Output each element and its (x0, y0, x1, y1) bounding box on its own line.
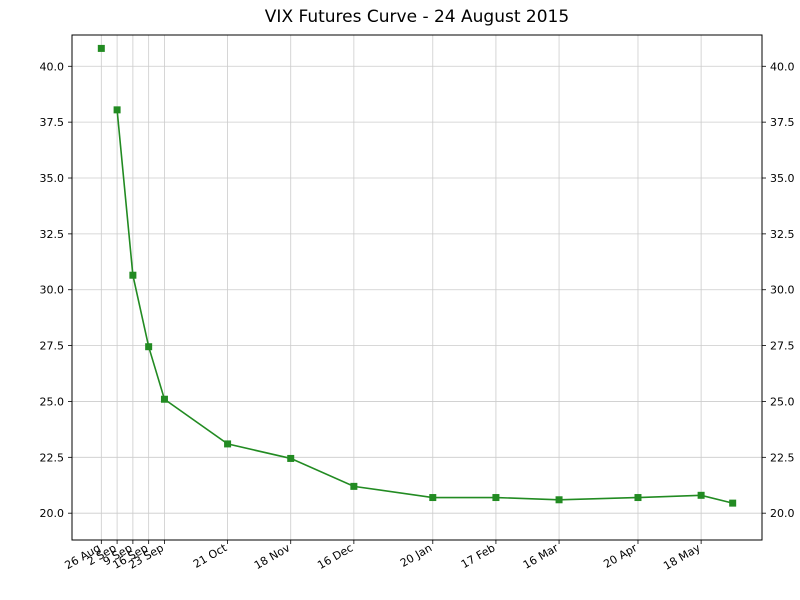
series-line (117, 110, 733, 503)
series-marker (730, 500, 736, 506)
xtick-label: 20 Apr (601, 541, 640, 571)
xtick-label: 18 Nov (252, 541, 293, 572)
series-marker (98, 45, 104, 51)
ytick-label-left: 27.5 (40, 340, 65, 353)
series-marker (351, 483, 357, 489)
ytick-label-left: 25.0 (40, 395, 65, 408)
ytick-label-left: 20.0 (40, 507, 65, 520)
series-marker (430, 495, 436, 501)
series-marker (288, 455, 294, 461)
xtick-label: 21 Oct (191, 541, 230, 571)
ytick-label-right: 25.0 (770, 395, 795, 408)
chart-svg: 20.0 20.0 22.5 22.5 25.0 25.0 27.5 27.5 30.0 30.0… (0, 0, 800, 600)
xtick-label: 16 Mar (521, 541, 561, 572)
ytick-label-right: 27.5 (770, 340, 795, 353)
ytick-label-right: 35.0 (770, 172, 795, 185)
xtick-label: 17 Feb (459, 541, 498, 571)
ytick-label-left: 32.5 (40, 228, 65, 241)
chart-title: VIX Futures Curve - 24 August 2015 (265, 7, 569, 27)
ytick-label-left: 22.5 (40, 451, 65, 464)
series-marker (114, 107, 120, 113)
ytick-label-left: 37.5 (40, 116, 65, 129)
series-marker (493, 495, 499, 501)
series-marker (225, 441, 231, 447)
series-marker (161, 396, 167, 402)
ytick-label-right: 30.0 (770, 284, 795, 297)
xtick-label: 20 Jan (398, 541, 434, 569)
ytick-label-right: 20.0 (770, 507, 795, 520)
series-marker (698, 492, 704, 498)
ytick-label-right: 22.5 (770, 451, 795, 464)
ytick-label-right: 32.5 (770, 228, 795, 241)
ytick-label-left: 35.0 (40, 172, 65, 185)
ytick-label-right: 37.5 (770, 116, 795, 129)
series-marker (146, 344, 152, 350)
xtick-label: 18 May (661, 541, 703, 573)
ytick-label-left: 30.0 (40, 284, 65, 297)
ytick-label-left: 40.0 (40, 60, 65, 73)
xtick-label: 16 Dec (315, 541, 355, 572)
plot-border (72, 35, 762, 540)
series-marker (635, 495, 641, 501)
chart-container: 20.0 20.0 22.5 22.5 25.0 25.0 27.5 27.5 30.0 30.0… (0, 0, 800, 600)
series-marker (556, 497, 562, 503)
series-marker (130, 272, 136, 278)
ytick-label-right: 40.0 (770, 60, 795, 73)
